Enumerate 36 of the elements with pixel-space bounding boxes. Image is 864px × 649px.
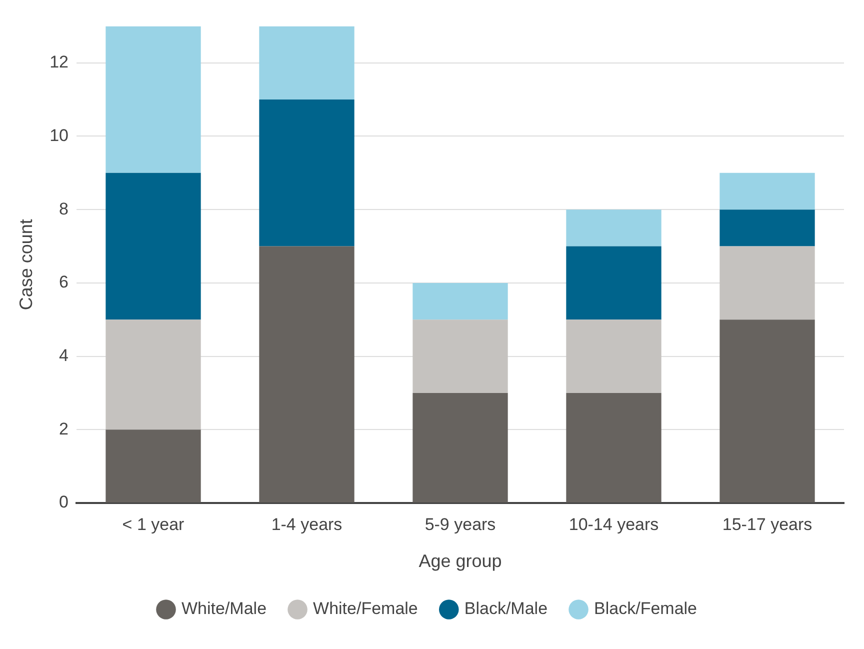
x-tick-label: < 1 year — [122, 514, 185, 534]
legend-label: White/Male — [181, 599, 267, 618]
x-tick-label: 5-9 years — [424, 514, 496, 534]
bar — [566, 246, 662, 320]
bar — [259, 26, 354, 100]
x-tick-label: 10-14 years — [568, 514, 659, 534]
bar — [720, 246, 815, 320]
bar — [566, 320, 662, 393]
y-tick-label: 12 — [50, 52, 69, 72]
y-tick-label: 10 — [50, 126, 69, 145]
legend-label: Black/Female — [594, 599, 698, 618]
bar — [720, 210, 815, 246]
bar — [106, 26, 201, 173]
y-tick-label: 6 — [59, 272, 69, 292]
y-tick-label: 4 — [59, 346, 69, 365]
x-axis-title: Age group — [418, 551, 502, 572]
y-tick-label: 2 — [59, 419, 69, 438]
bar — [412, 282, 508, 320]
bar — [566, 210, 662, 246]
bar — [106, 430, 201, 502]
y-tick-label: 0 — [59, 492, 69, 512]
x-tick-label: 15-17 years — [722, 514, 812, 534]
bar — [259, 246, 354, 502]
bar — [412, 320, 508, 393]
bar — [412, 392, 508, 502]
y-axis-title: Case count — [16, 219, 36, 310]
bar — [566, 392, 662, 502]
bar — [720, 172, 815, 210]
bar — [720, 320, 815, 502]
y-tick-label: 8 — [59, 199, 69, 218]
legend-label: White/Female — [313, 599, 418, 618]
bar — [106, 320, 201, 430]
legend-label: Black/Male — [464, 599, 548, 618]
bar — [259, 100, 354, 246]
x-tick-label: 1-4 years — [271, 514, 342, 534]
bar — [106, 172, 201, 320]
